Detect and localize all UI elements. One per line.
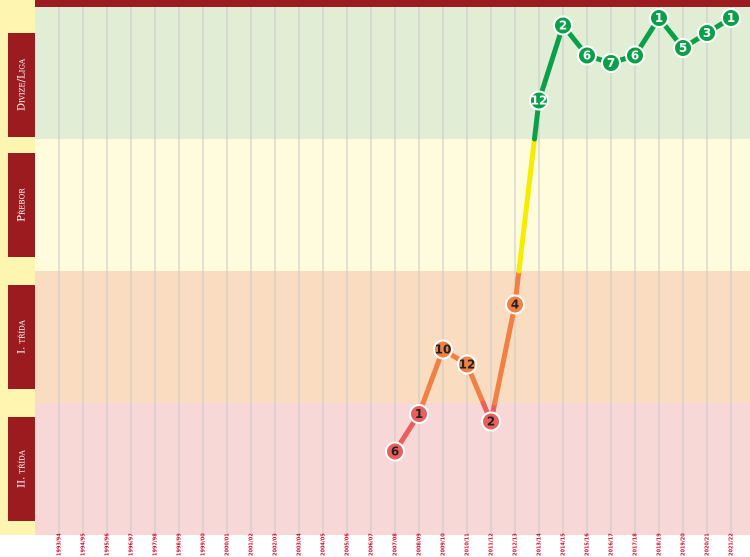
x-tick-label: 2012/13 xyxy=(513,533,519,556)
point xyxy=(529,90,549,111)
point xyxy=(721,8,741,28)
point xyxy=(481,411,501,432)
point-label: 2 xyxy=(487,415,495,429)
x-tick-label: 2007/08 xyxy=(393,533,399,556)
point xyxy=(433,339,453,360)
point-label: 10 xyxy=(435,343,452,357)
point-label: 2 xyxy=(559,19,567,33)
point-label: 1 xyxy=(415,407,423,421)
point-label: 5 xyxy=(679,41,687,55)
league-band xyxy=(35,139,750,271)
point xyxy=(649,8,669,28)
line-segment xyxy=(536,23,566,103)
point-label: 12 xyxy=(531,94,548,108)
point xyxy=(601,53,621,73)
point xyxy=(625,45,645,66)
point xyxy=(409,404,429,424)
point xyxy=(457,354,477,375)
x-tick-label: 2011/12 xyxy=(489,533,495,556)
band-label-box xyxy=(8,285,35,389)
point xyxy=(577,45,597,66)
x-tick-label: 2000/01 xyxy=(225,533,231,556)
x-tick-label: 2001/02 xyxy=(249,533,255,556)
point-label: 6 xyxy=(631,49,639,63)
league-band xyxy=(35,7,750,139)
point xyxy=(697,23,717,43)
x-tick-label: 2005/06 xyxy=(345,533,351,556)
band-label-box xyxy=(8,153,35,257)
league-band xyxy=(35,403,750,535)
x-tick-label: 2019/20 xyxy=(681,533,687,556)
point xyxy=(673,38,693,58)
point-label: 6 xyxy=(391,445,399,459)
x-tick-label: 1995/96 xyxy=(105,533,111,556)
x-tick-label: 2017/18 xyxy=(633,533,639,556)
league-band xyxy=(35,271,750,403)
x-tick-label: 1998/99 xyxy=(177,533,183,556)
x-tick-label: 2015/16 xyxy=(585,533,591,556)
line-segment xyxy=(492,302,518,406)
x-tick-label: 2009/10 xyxy=(441,533,447,556)
point-label: 12 xyxy=(459,358,476,372)
band-label: Přebor xyxy=(17,188,28,222)
x-tick-label: 2018/19 xyxy=(657,533,663,556)
x-tick-label: 2008/09 xyxy=(417,533,423,556)
x-tick-label: 1993/94 xyxy=(57,533,63,556)
x-tick-label: 1997/98 xyxy=(153,533,159,556)
x-tick-label: 1999/00 xyxy=(201,533,207,556)
point-label: 1 xyxy=(655,11,663,25)
x-tick-label: 1994/95 xyxy=(81,533,87,556)
x-tick-label: 1996/97 xyxy=(129,533,135,556)
band-label-box xyxy=(8,33,35,137)
x-tick-label: 2014/15 xyxy=(561,533,567,556)
x-tick-label: 2004/05 xyxy=(321,533,327,556)
point xyxy=(385,441,405,462)
x-tick-label: 2020/21 xyxy=(705,533,711,556)
x-tick-label: 2010/11 xyxy=(465,533,471,556)
top-bar xyxy=(35,0,750,7)
point-label: 6 xyxy=(583,49,591,63)
x-tick-label: 2006/07 xyxy=(369,533,375,556)
point-label: 1 xyxy=(727,11,735,25)
point-label: 7 xyxy=(607,56,615,70)
x-tick-label: 2002/03 xyxy=(273,533,279,556)
point xyxy=(505,294,525,315)
point-label: 4 xyxy=(511,298,519,312)
band-label: II. třída xyxy=(17,449,28,488)
band-label: Divize/Liga xyxy=(17,58,28,111)
x-tick-label: 2003/04 xyxy=(297,533,303,556)
band-label: I. třída xyxy=(17,319,28,354)
x-tick-label: 2016/17 xyxy=(609,533,615,556)
point xyxy=(553,15,573,36)
x-tick-label: 2021/22 xyxy=(729,533,735,556)
x-tick-label: 2013/14 xyxy=(537,533,543,556)
point-label: 3 xyxy=(703,26,711,40)
band-label-box xyxy=(8,417,35,521)
line-segment xyxy=(516,136,537,274)
